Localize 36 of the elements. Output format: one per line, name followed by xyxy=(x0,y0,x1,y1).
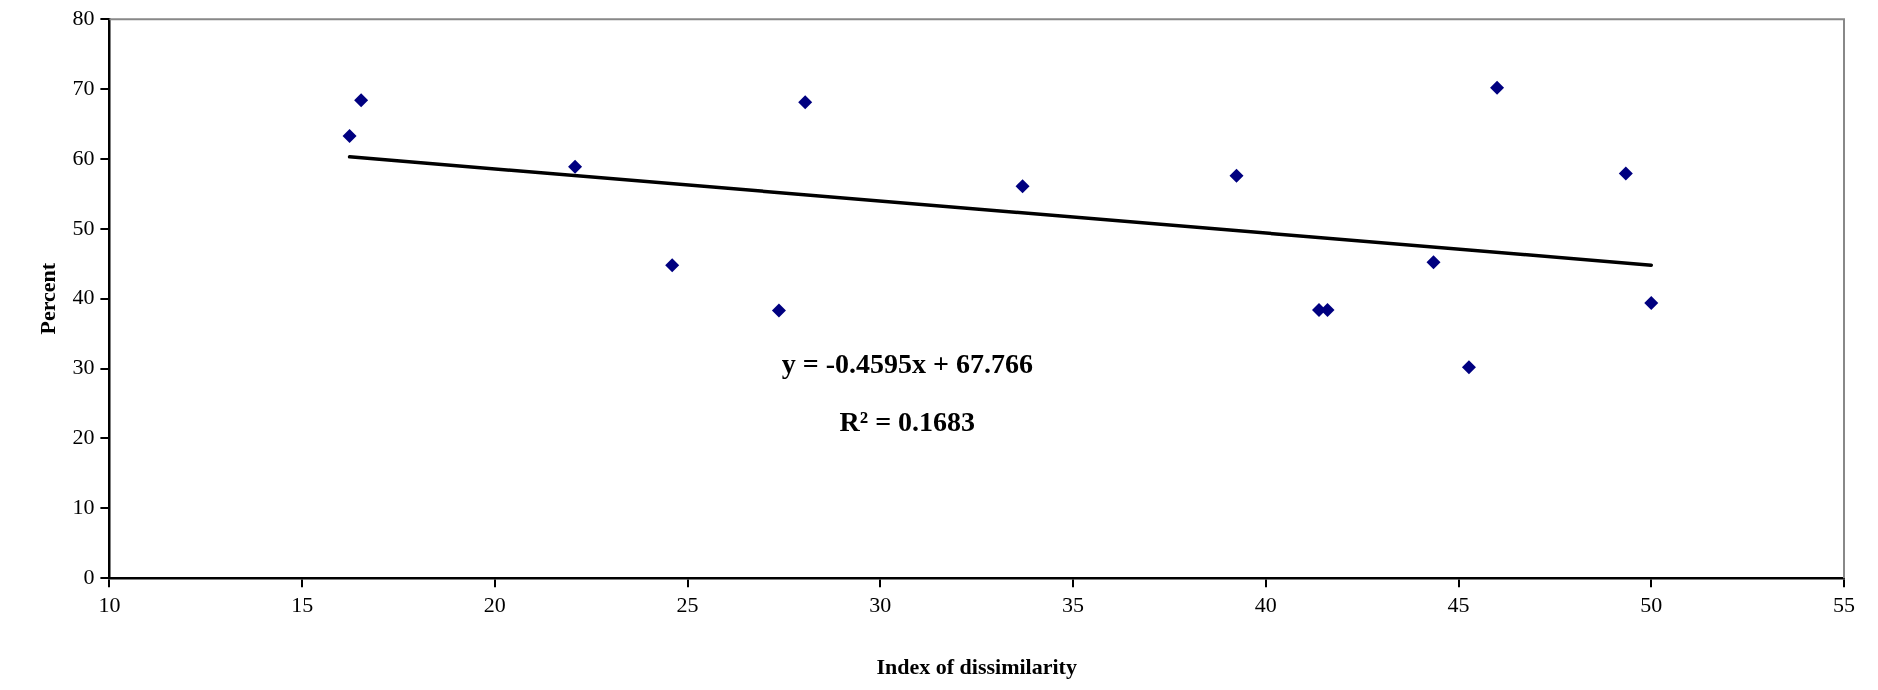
x-tick-label: 15 xyxy=(291,592,314,618)
point xyxy=(342,128,357,143)
y-axis-title: Percent xyxy=(34,262,60,335)
point xyxy=(568,159,583,174)
point xyxy=(798,95,813,110)
y-tick-label: 80 xyxy=(72,4,95,30)
x-tick-label: 10 xyxy=(98,592,121,618)
point xyxy=(1618,166,1633,181)
point xyxy=(1461,360,1476,375)
point xyxy=(771,303,786,318)
point xyxy=(1229,168,1244,183)
y-tick-label: 0 xyxy=(83,563,95,589)
x-tick-label: 25 xyxy=(676,592,699,618)
point xyxy=(1644,295,1659,310)
y-tick-label: 30 xyxy=(72,354,95,380)
point xyxy=(1490,80,1505,95)
point xyxy=(1426,255,1441,270)
x-tick-label: 45 xyxy=(1447,592,1470,618)
x-tick-label: 55 xyxy=(1833,592,1855,618)
point xyxy=(665,258,680,273)
annotation: y = -0.4595x + 67.766 xyxy=(781,348,1033,380)
y-tick-label: 60 xyxy=(72,144,95,170)
x-tick-label: 50 xyxy=(1640,592,1663,618)
x-tick-label: 20 xyxy=(483,592,506,618)
point xyxy=(1015,179,1030,194)
point xyxy=(354,93,369,108)
y-tick-label: 20 xyxy=(72,424,95,450)
y-tick-label: 50 xyxy=(72,214,95,240)
x-tick-label: 35 xyxy=(1062,592,1085,618)
x-axis-title: Index of dissimilarity xyxy=(876,654,1077,680)
x-tick-label: 40 xyxy=(1254,592,1277,618)
y-tick-label: 40 xyxy=(72,284,95,310)
y-tick-label: 10 xyxy=(72,494,95,520)
x-tick-label: 30 xyxy=(869,592,892,618)
annotation: R² = 0.1683 xyxy=(839,406,976,438)
y-tick-label: 70 xyxy=(72,74,95,100)
